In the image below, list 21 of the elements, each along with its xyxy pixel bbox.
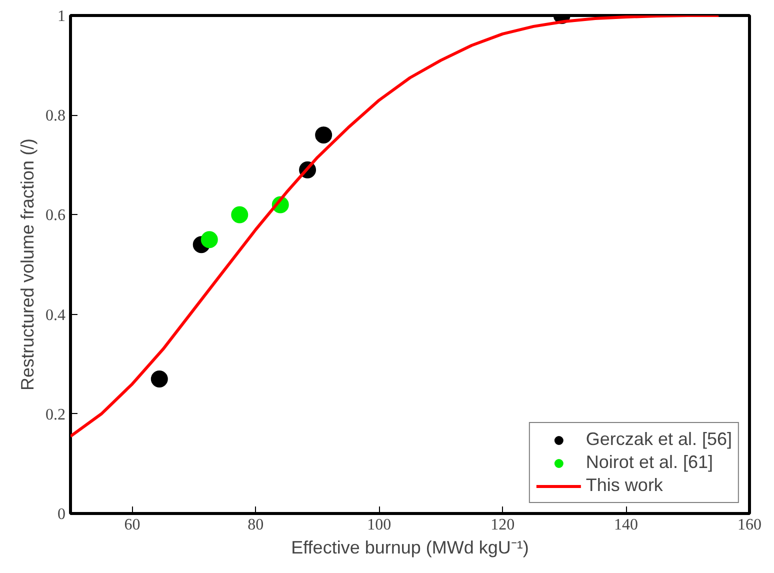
- x-tick-label: 80: [248, 516, 264, 534]
- x-tick-label: 160: [738, 516, 762, 534]
- y-tick-label: 0.2: [46, 406, 66, 424]
- y-axis-title: Restructured volume fraction (/): [18, 138, 38, 391]
- y-tick-label: 1: [58, 8, 66, 25]
- y-tick-label: 0.8: [46, 108, 66, 125]
- legend-label: Gerczak et al. [56]: [586, 429, 732, 450]
- y-tick-label: 0: [58, 506, 66, 523]
- legend-label: Noirot et al. [61]: [586, 452, 713, 473]
- point: [315, 126, 332, 144]
- y-tick-label: 0.4: [46, 306, 66, 324]
- point: [200, 231, 218, 248]
- x-tick-label: 60: [124, 516, 140, 534]
- x-tick-label: 140: [614, 516, 638, 534]
- legend-label: This work: [586, 475, 663, 496]
- x-tick-label: 120: [490, 516, 515, 534]
- y-tick-label: 0.6: [46, 207, 66, 224]
- point: [150, 370, 168, 388]
- x-tick-label: 100: [367, 516, 392, 534]
- x-axis-title: Effective burnup (MWd kgU⁻¹): [291, 538, 529, 558]
- point: [231, 206, 248, 224]
